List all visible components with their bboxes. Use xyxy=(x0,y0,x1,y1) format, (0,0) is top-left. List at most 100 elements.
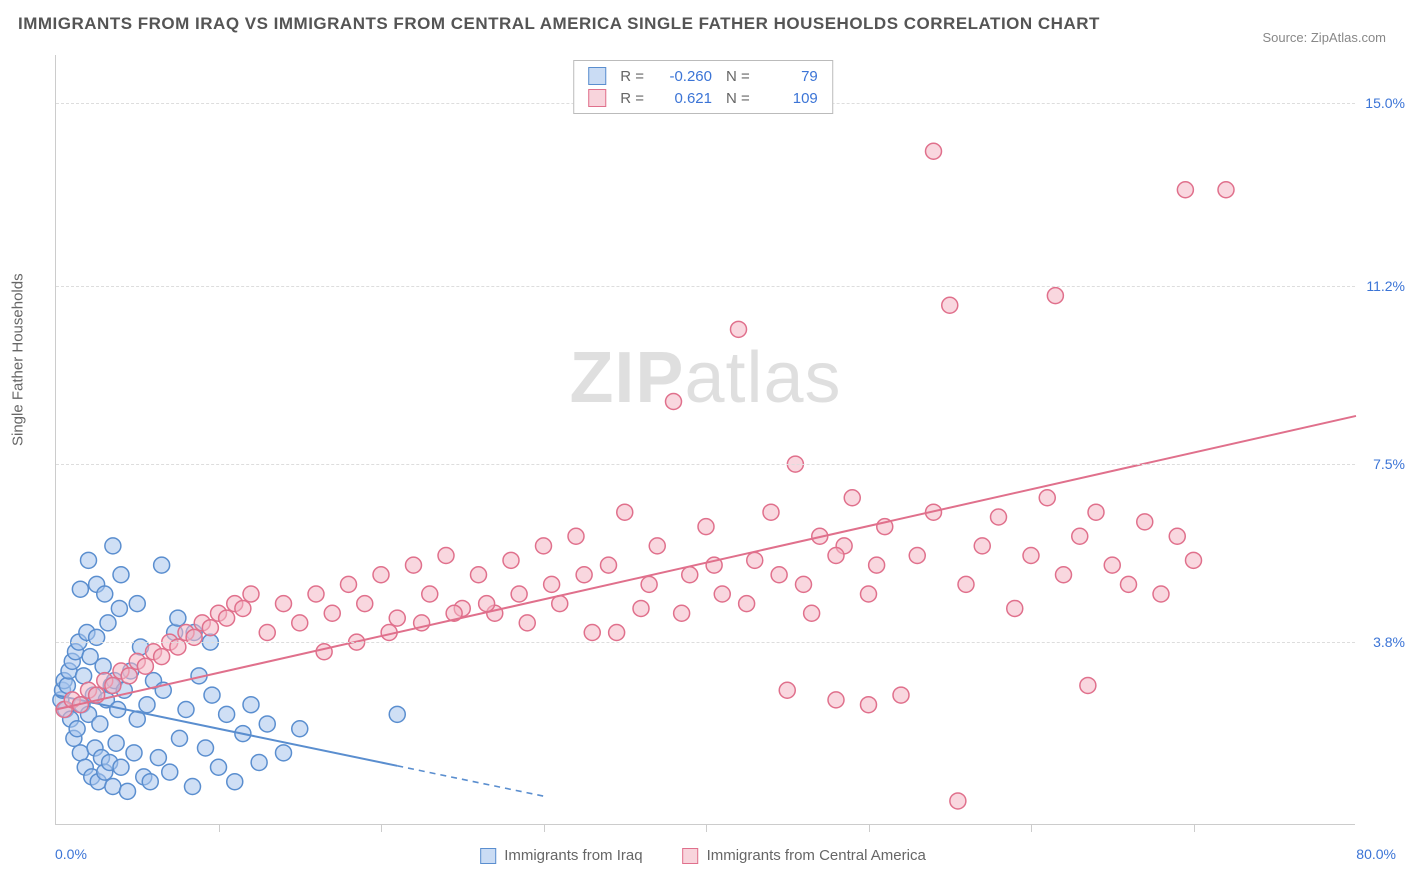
x-tick xyxy=(219,824,220,832)
y-axis-title: Single Father Households xyxy=(10,273,27,446)
data-point xyxy=(235,600,251,616)
x-axis-max-label: 80.0% xyxy=(1356,846,1396,862)
data-point xyxy=(357,596,373,612)
stat-r-1: 0.621 xyxy=(654,90,712,107)
data-point xyxy=(422,586,438,602)
data-point xyxy=(503,552,519,568)
data-point xyxy=(105,779,121,795)
data-point xyxy=(828,548,844,564)
data-point xyxy=(162,764,178,780)
data-point xyxy=(641,576,657,592)
data-point xyxy=(958,576,974,592)
regression-line-extrapolated xyxy=(397,766,543,796)
data-point xyxy=(682,567,698,583)
data-point xyxy=(198,740,214,756)
data-point xyxy=(1056,567,1072,583)
data-point xyxy=(108,735,124,751)
data-point xyxy=(243,586,259,602)
data-point xyxy=(251,754,267,770)
legend-item-1: Immigrants from Central America xyxy=(683,847,926,864)
gridline xyxy=(56,286,1355,287)
data-point xyxy=(211,759,227,775)
stats-legend-box: R = -0.260 N = 79 R = 0.621 N = 109 xyxy=(573,60,833,114)
data-point xyxy=(137,658,153,674)
y-tick-label: 7.5% xyxy=(1373,456,1405,472)
x-tick xyxy=(706,824,707,832)
legend-swatch-0 xyxy=(480,848,496,864)
legend-item-0: Immigrants from Iraq xyxy=(480,847,642,864)
data-point xyxy=(185,779,201,795)
data-point xyxy=(121,668,137,684)
stats-row-series-0: R = -0.260 N = 79 xyxy=(574,65,832,87)
bottom-legend: Immigrants from Iraq Immigrants from Cen… xyxy=(480,847,926,864)
data-point xyxy=(172,730,188,746)
data-point xyxy=(828,692,844,708)
data-point xyxy=(1080,677,1096,693)
data-point xyxy=(1088,504,1104,520)
stat-n-0: 79 xyxy=(760,68,818,85)
data-point xyxy=(389,610,405,626)
data-point xyxy=(113,567,129,583)
gridline xyxy=(56,464,1355,465)
data-point xyxy=(1186,552,1202,568)
data-point xyxy=(544,576,560,592)
data-point xyxy=(139,697,155,713)
stat-label-r: R = xyxy=(620,68,644,85)
data-point xyxy=(308,586,324,602)
stat-r-0: -0.260 xyxy=(654,68,712,85)
x-tick xyxy=(1194,824,1195,832)
source-attribution: Source: ZipAtlas.com xyxy=(1262,30,1386,45)
data-point xyxy=(95,658,111,674)
data-point xyxy=(150,750,166,766)
data-point xyxy=(105,538,121,554)
data-point xyxy=(178,702,194,718)
data-point xyxy=(511,586,527,602)
data-point xyxy=(1169,528,1185,544)
data-point xyxy=(292,721,308,737)
x-tick xyxy=(869,824,870,832)
data-point xyxy=(202,620,218,636)
data-point xyxy=(154,649,170,665)
data-point xyxy=(926,143,942,159)
data-point xyxy=(92,716,108,732)
data-point xyxy=(779,682,795,698)
data-point xyxy=(111,600,127,616)
data-point xyxy=(76,668,92,684)
data-point xyxy=(292,615,308,631)
legend-label-1: Immigrants from Central America xyxy=(707,847,926,864)
data-point xyxy=(974,538,990,554)
data-point xyxy=(406,557,422,573)
data-point xyxy=(844,490,860,506)
data-point xyxy=(584,625,600,641)
data-point xyxy=(771,567,787,583)
data-point xyxy=(747,552,763,568)
data-point xyxy=(227,774,243,790)
data-point xyxy=(81,552,97,568)
data-point xyxy=(1153,586,1169,602)
x-tick xyxy=(544,824,545,832)
data-point xyxy=(170,610,186,626)
stat-label-r: R = xyxy=(620,90,644,107)
y-tick-label: 11.2% xyxy=(1366,278,1405,294)
data-point xyxy=(1121,576,1137,592)
x-tick xyxy=(1031,824,1032,832)
stat-n-1: 109 xyxy=(760,90,818,107)
data-point xyxy=(438,548,454,564)
y-tick-label: 15.0% xyxy=(1365,95,1405,111)
data-point xyxy=(731,321,747,337)
data-point xyxy=(796,576,812,592)
data-point xyxy=(97,586,113,602)
x-axis-min-label: 0.0% xyxy=(55,846,87,862)
data-point xyxy=(259,625,275,641)
swatch-series-0 xyxy=(588,67,606,85)
chart-plot-area: ZIPatlas 3.8%7.5%11.2%15.0% xyxy=(55,55,1355,825)
data-point xyxy=(219,706,235,722)
data-point xyxy=(1137,514,1153,530)
data-point xyxy=(276,596,292,612)
data-point xyxy=(113,759,129,775)
data-point xyxy=(59,677,75,693)
data-point xyxy=(1039,490,1055,506)
data-point xyxy=(142,774,158,790)
data-point xyxy=(861,586,877,602)
data-point xyxy=(100,615,116,631)
